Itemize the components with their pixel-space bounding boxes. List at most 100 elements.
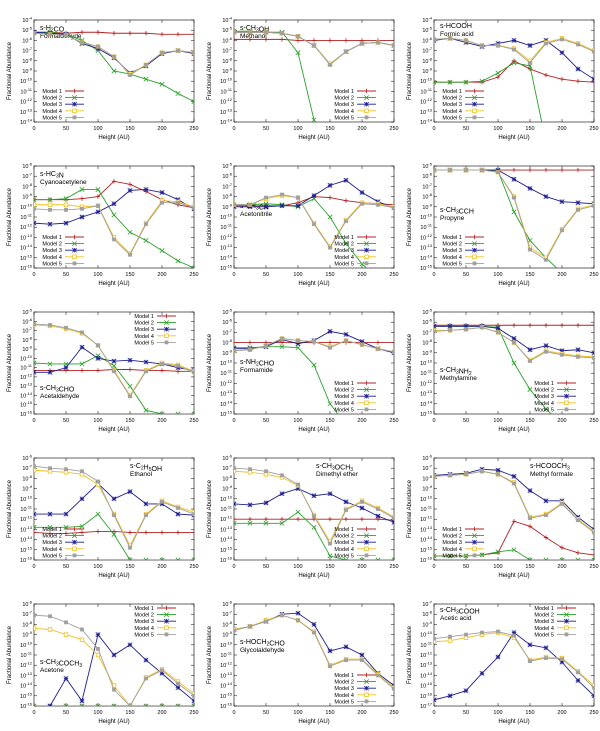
data-point (47, 221, 53, 227)
tick-base: 10 (422, 456, 428, 462)
data-point (72, 108, 77, 113)
tick-exponent: -11 (27, 651, 33, 656)
tick-base: 10 (420, 79, 426, 85)
tick-base: 10 (220, 89, 226, 95)
data-point (464, 472, 468, 477)
tick-base: 10 (20, 558, 26, 564)
tick-exponent: -7 (428, 600, 432, 605)
tick-exponent: -5 (228, 26, 232, 31)
y-tick-label: 10-13 (220, 243, 233, 252)
data-point (72, 115, 77, 120)
x-tick-label: 0 (32, 418, 35, 424)
data-point (495, 549, 501, 555)
subscript: 3 (56, 388, 59, 394)
data-point (434, 168, 436, 172)
data-point (544, 41, 548, 46)
tick-exponent: -6 (228, 172, 232, 177)
title-segment: s-NH (240, 359, 256, 366)
panel-title: s-HC3N (40, 171, 64, 180)
data-point (564, 625, 569, 630)
data-point (544, 714, 548, 718)
x-tick-label: 250 (189, 418, 198, 424)
data-point (159, 703, 165, 706)
y-tick-label: 10-7 (22, 464, 32, 473)
legend-label: Model 1 (334, 381, 354, 387)
title-segment: s-HC (40, 171, 56, 178)
x-axis-label: Height (AU) (498, 427, 529, 433)
tick-base: 10 (22, 164, 28, 170)
legend-label: Model 5 (42, 115, 62, 121)
data-point (448, 36, 452, 41)
tick-base: 10 (20, 497, 26, 503)
data-point (327, 401, 333, 407)
data-point (480, 469, 484, 474)
legend-label: Model 4 (134, 334, 154, 340)
tick-exponent: -14 (426, 535, 433, 540)
x-axis-label: Height (AU) (498, 573, 529, 579)
legend-label: Model 5 (42, 553, 62, 559)
tick-base: 10 (20, 527, 26, 533)
data-point (364, 546, 369, 551)
data-point (234, 340, 237, 345)
data-point (360, 658, 364, 662)
data-point (247, 502, 253, 508)
data-point (576, 714, 580, 718)
data-point (234, 628, 236, 633)
y-tick-label: 10-8 (422, 192, 432, 201)
data-point (63, 365, 69, 371)
x-tick-label: 200 (557, 564, 566, 570)
legend-label: Model 1 (334, 235, 354, 241)
tick-exponent: -13 (426, 243, 433, 248)
data-point (34, 464, 36, 469)
y-tick-label: 10-15 (220, 545, 233, 554)
y-tick-label: 10-6 (222, 454, 232, 463)
y-tick-label: 10-6 (22, 36, 32, 45)
data-point (164, 340, 169, 345)
data-point (564, 605, 569, 611)
tick-base: 10 (220, 79, 226, 85)
tick-base: 10 (420, 548, 426, 554)
tick-base: 10 (20, 694, 26, 700)
data-point (280, 714, 284, 718)
tick-base: 10 (220, 110, 226, 116)
x-tick-label: 50 (463, 710, 469, 716)
tick-exponent: -9 (428, 67, 432, 72)
subscript: 2 (266, 642, 269, 648)
legend-label: Model 5 (534, 407, 554, 413)
data-point (144, 62, 148, 67)
panel-title: s-CH3CHO (40, 385, 75, 394)
data-point (364, 672, 369, 678)
data-point (112, 54, 116, 59)
data-point (143, 557, 149, 560)
data-point (264, 30, 268, 35)
tick-exponent: -13 (26, 525, 33, 530)
plot-area (434, 466, 594, 560)
data-point (143, 76, 149, 82)
data-point (328, 245, 332, 250)
y-axis-label: Fractional Abundance (7, 333, 13, 392)
tick-base: 10 (222, 466, 228, 472)
tick-base: 10 (220, 694, 226, 700)
x-tick-label: 250 (589, 272, 598, 278)
data-point (159, 530, 165, 535)
legend-label: Model 4 (534, 626, 554, 632)
tick-base: 10 (422, 49, 428, 55)
subscript: 2 (141, 466, 144, 472)
legend-label: Model 1 (334, 673, 354, 679)
x-tick-label: 200 (357, 418, 366, 424)
data-point (79, 368, 85, 373)
data-point (175, 369, 181, 374)
y-tick-label: 10-12 (420, 233, 433, 242)
data-point (360, 140, 364, 144)
data-point (511, 323, 517, 328)
tick-base: 10 (222, 18, 228, 24)
x-tick-label: 250 (189, 710, 198, 716)
tick-base: 10 (22, 633, 28, 639)
data-point (543, 406, 549, 412)
y-tick-label: 10-14 (220, 118, 233, 127)
data-point (375, 557, 381, 560)
tick-base: 10 (222, 487, 228, 493)
data-point (175, 258, 181, 264)
data-point (543, 557, 549, 560)
tick-exponent: -13 (226, 243, 233, 248)
